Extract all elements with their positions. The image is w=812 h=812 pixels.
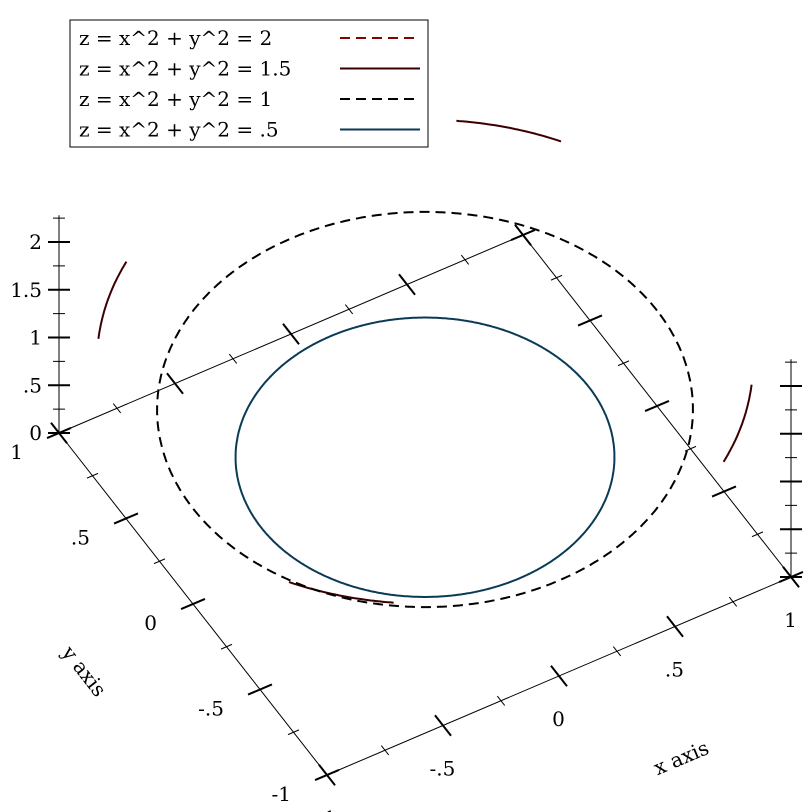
- x-tick-front: [550, 665, 568, 687]
- x-tick-label: .5: [665, 658, 684, 682]
- x-minor-tick-front: [612, 646, 622, 657]
- y-tick-label: 0: [144, 611, 157, 635]
- x-tick-label: -.5: [430, 757, 456, 781]
- legend-entry-label: z = x^2 + y^2 = 1.5: [79, 57, 291, 81]
- contour-curve-2-seg-0: [156, 210, 694, 609]
- legend-entry-label: z = x^2 + y^2 = 2: [79, 26, 272, 50]
- x-minor-tick-back: [460, 254, 470, 265]
- y-minor-tick-left: [86, 472, 99, 479]
- y-tick-label: -.5: [198, 697, 224, 721]
- y-tick-label: .5: [71, 526, 90, 550]
- legend-entry-label: z = x^2 + y^2 = 1: [79, 87, 272, 111]
- y-tick-right: [510, 228, 536, 242]
- base-plane-outline: [58, 234, 792, 776]
- base-plane: [58, 215, 792, 776]
- x-tick-front: [666, 615, 684, 638]
- curve-layer: [97, 119, 753, 609]
- x-tick-back: [398, 273, 416, 296]
- contour-curve-1-seg-2: [288, 581, 394, 604]
- z-tick-label: 1: [29, 326, 42, 350]
- z-tick-label: 0: [29, 421, 42, 445]
- contour-curve-1-seg-1: [97, 261, 128, 339]
- y-minor-tick-left: [153, 558, 166, 565]
- y-tick-right: [577, 314, 603, 327]
- contour-curve-1-seg-3: [722, 384, 753, 463]
- y-minor-tick-right: [550, 274, 563, 281]
- contour-curve-1-seg-0: [456, 119, 562, 143]
- x-minor-tick-front: [728, 596, 738, 607]
- y-tick-label: -1: [272, 782, 291, 806]
- x-axis-title: x axis: [650, 735, 712, 780]
- y-tick-right: [711, 485, 737, 498]
- y-minor-tick-left: [287, 729, 300, 736]
- x-minor-tick-front: [380, 745, 390, 756]
- tick-layer: [46, 217, 804, 786]
- y-tick-label: 1: [10, 440, 23, 464]
- y-tick-left: [314, 768, 340, 782]
- x-tick-label: 1: [784, 608, 797, 632]
- legend: z = x^2 + y^2 = 2 z = x^2 + y^2 = 1.5 z = …: [69, 19, 429, 148]
- y-minor-tick-left: [220, 643, 233, 650]
- y-tick-left: [247, 683, 273, 696]
- contour-curve-3-seg-0: [234, 316, 616, 598]
- y-axis-title: y axis: [57, 640, 112, 701]
- x-minor-tick-back: [228, 353, 238, 364]
- z-tick-label: 2: [29, 230, 42, 254]
- legend-entry-label: z = x^2 + y^2 = .5: [79, 118, 279, 142]
- y-tick-right: [644, 399, 670, 413]
- x-tick-back: [282, 323, 300, 345]
- y-minor-tick-right: [617, 360, 630, 367]
- y-minor-tick-right: [751, 531, 764, 538]
- y-tick-left: [180, 597, 206, 611]
- x-minor-tick-front: [496, 695, 506, 706]
- x-tick-label: -1: [317, 806, 336, 812]
- x-tick-front: [434, 714, 452, 737]
- x-tick-back: [166, 372, 184, 395]
- x-tick-label: 0: [552, 707, 565, 731]
- y-tick-left: [113, 512, 139, 525]
- y-minor-tick-right: [684, 445, 697, 452]
- legend-box: [69, 19, 429, 148]
- z-tick-label: .5: [23, 373, 42, 397]
- x-minor-tick-back: [344, 304, 354, 315]
- x-minor-tick-back: [112, 403, 122, 414]
- z-tick-label: 1.5: [10, 278, 42, 302]
